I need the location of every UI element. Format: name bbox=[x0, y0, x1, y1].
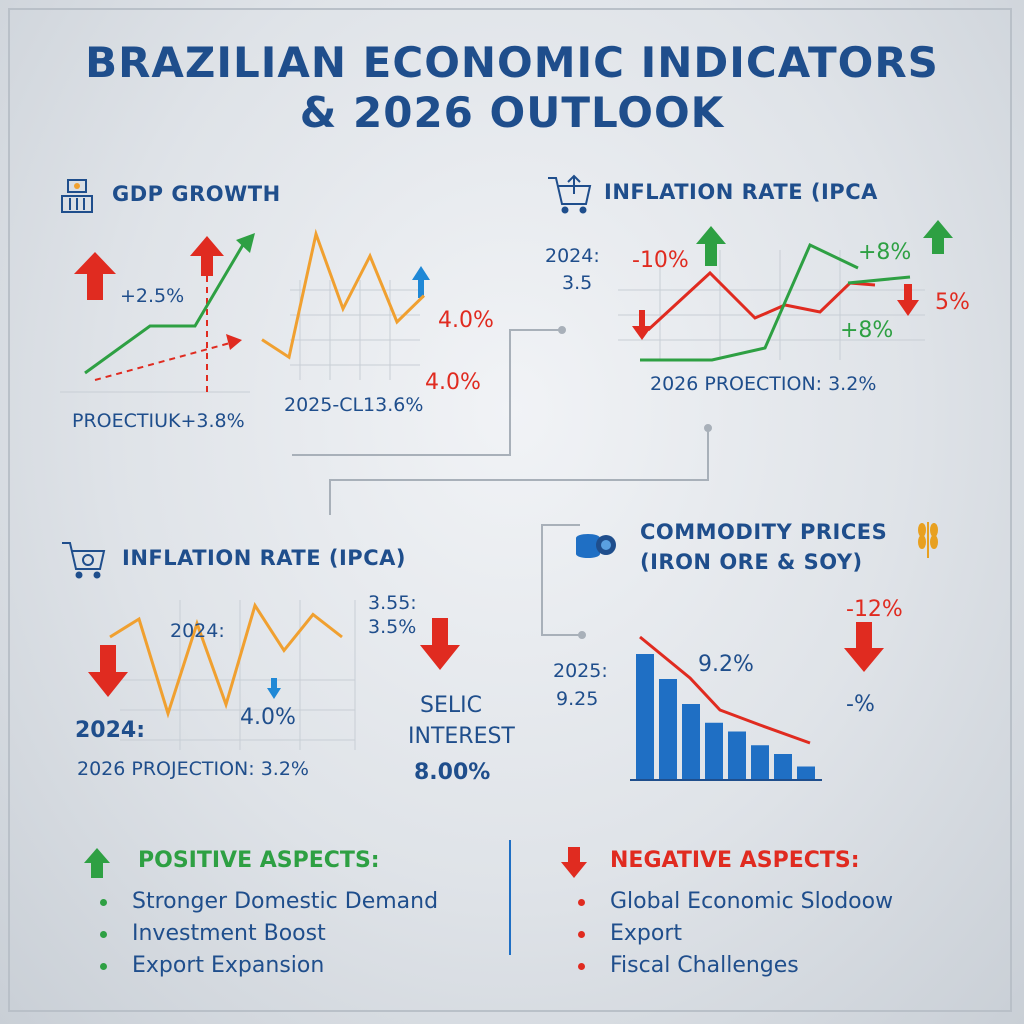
selic-line2: INTEREST bbox=[408, 724, 515, 749]
list-item: Export bbox=[560, 918, 893, 950]
inflation-bottom-2024-label: 2024: bbox=[75, 718, 146, 743]
inflation-bottom-value-4-0: 4.0% bbox=[240, 705, 296, 730]
commodity-bar bbox=[636, 654, 654, 779]
negative-heading: NEGATIVE ASPECTS: bbox=[610, 848, 860, 873]
bullet-dot bbox=[578, 931, 585, 938]
negative-arrow-icon bbox=[561, 847, 587, 878]
inflation-top-grid bbox=[618, 250, 925, 360]
commodity-bar bbox=[774, 754, 792, 779]
positive-heading: POSITIVE ASPECTS: bbox=[138, 848, 380, 873]
page-title-line2: & 2026 OUTLOOK bbox=[299, 88, 725, 137]
gdp-heading: GDP GROWTH bbox=[112, 182, 281, 206]
commodity-bar bbox=[751, 745, 769, 779]
commodities-minus-pct: -% bbox=[846, 692, 875, 717]
inflation-top-minus10: -10% bbox=[632, 248, 689, 273]
gdp-year-label: 2025-CL13.6% bbox=[284, 394, 424, 416]
selic-line1: SELIC bbox=[420, 693, 482, 718]
gdp-orange-line bbox=[261, 228, 426, 360]
list-item: Stronger Domestic Demand bbox=[82, 886, 438, 918]
inflation-top-heading: INFLATION RATE (IPCA bbox=[604, 180, 878, 204]
commodities-heading-line2: (IRON ORE & SOY) bbox=[640, 550, 863, 574]
inflation-top-plus8-b: +8% bbox=[840, 318, 894, 343]
inflation-bottom-projection: 2026 PROJECTION: 3.2% bbox=[77, 758, 309, 780]
selic-value: 8.00% bbox=[414, 760, 491, 785]
commodity-bar bbox=[659, 679, 677, 779]
commodities-2025-label: 2025: bbox=[553, 660, 608, 682]
cart-icon-top bbox=[548, 174, 592, 214]
commodities-2025-value: 9.25 bbox=[556, 688, 599, 710]
list-item: Global Economic Slodoow bbox=[560, 886, 893, 918]
inflation-top-plus8-a: +8% bbox=[858, 240, 912, 265]
inflation-top-green-line bbox=[640, 242, 859, 362]
list-item: Export Expansion bbox=[82, 950, 438, 982]
gdp-green-line bbox=[84, 240, 247, 375]
inflation-bottom-3-55: 3.55: bbox=[368, 592, 417, 614]
commodities-value-9-2: 9.2% bbox=[698, 652, 754, 677]
inflation-bottom-heading: INFLATION RATE (IPCA) bbox=[122, 546, 406, 570]
gdp-value-4-0-a: 4.0% bbox=[438, 308, 494, 333]
commodities-heading-line1: COMMODITY PRICES bbox=[640, 520, 888, 544]
gdp-projection-label: PROECTI​UK+3.8% bbox=[72, 410, 245, 432]
commodities-minus12: -12% bbox=[846, 597, 903, 622]
gdp-growth-label: +2.5% bbox=[120, 285, 185, 307]
inflation-top-green-line-2 bbox=[847, 275, 911, 285]
commodity-bar bbox=[682, 704, 700, 779]
bullet-dot bbox=[100, 931, 107, 938]
list-item: Fiscal Challenges bbox=[560, 950, 893, 982]
page-title-line1: BRAZILIAN ECONOMIC INDICATORS bbox=[85, 38, 939, 87]
bullet-dot bbox=[100, 899, 107, 906]
coins-icon bbox=[576, 534, 616, 558]
inflation-top-projection: 2026 PROECTION: 3.2% bbox=[650, 373, 877, 395]
bank-icon bbox=[61, 179, 93, 213]
cart-icon-bottom bbox=[62, 542, 106, 579]
gdp-up-arrow-red bbox=[74, 236, 224, 300]
inflation-top-2024-value: 3.5 bbox=[562, 272, 593, 294]
positive-arrow-icon bbox=[84, 848, 110, 878]
bullet-dot bbox=[100, 963, 107, 970]
bullet-dot bbox=[578, 963, 585, 970]
inflation-bottom-orange-line bbox=[109, 601, 343, 719]
frame-border bbox=[8, 8, 1012, 1012]
list-item: Investment Boost bbox=[82, 918, 438, 950]
inflation-bottom-3-5: 3.5% bbox=[368, 616, 417, 638]
gdp-grid bbox=[290, 280, 420, 380]
commodity-bar bbox=[728, 731, 746, 779]
wheat-icon bbox=[918, 522, 938, 558]
connector-lines bbox=[292, 326, 712, 639]
positive-list: Stronger Domestic Demand Investment Boos… bbox=[82, 886, 438, 982]
negative-list: Global Economic Slodoow Export Fiscal Ch… bbox=[560, 886, 893, 982]
bullet-dot bbox=[578, 899, 585, 906]
inflation-top-2024-label: 2024: bbox=[545, 245, 600, 267]
inflation-top-5pct: 5% bbox=[935, 290, 970, 315]
commodity-bar bbox=[797, 766, 815, 779]
commodity-red-line bbox=[639, 635, 811, 745]
inflation-bottom-2024-mid: 2024: bbox=[170, 620, 225, 642]
gdp-value-4-0-b: 4.0% bbox=[425, 370, 481, 395]
commodity-bar bbox=[705, 722, 723, 779]
commodity-bars bbox=[636, 654, 815, 779]
